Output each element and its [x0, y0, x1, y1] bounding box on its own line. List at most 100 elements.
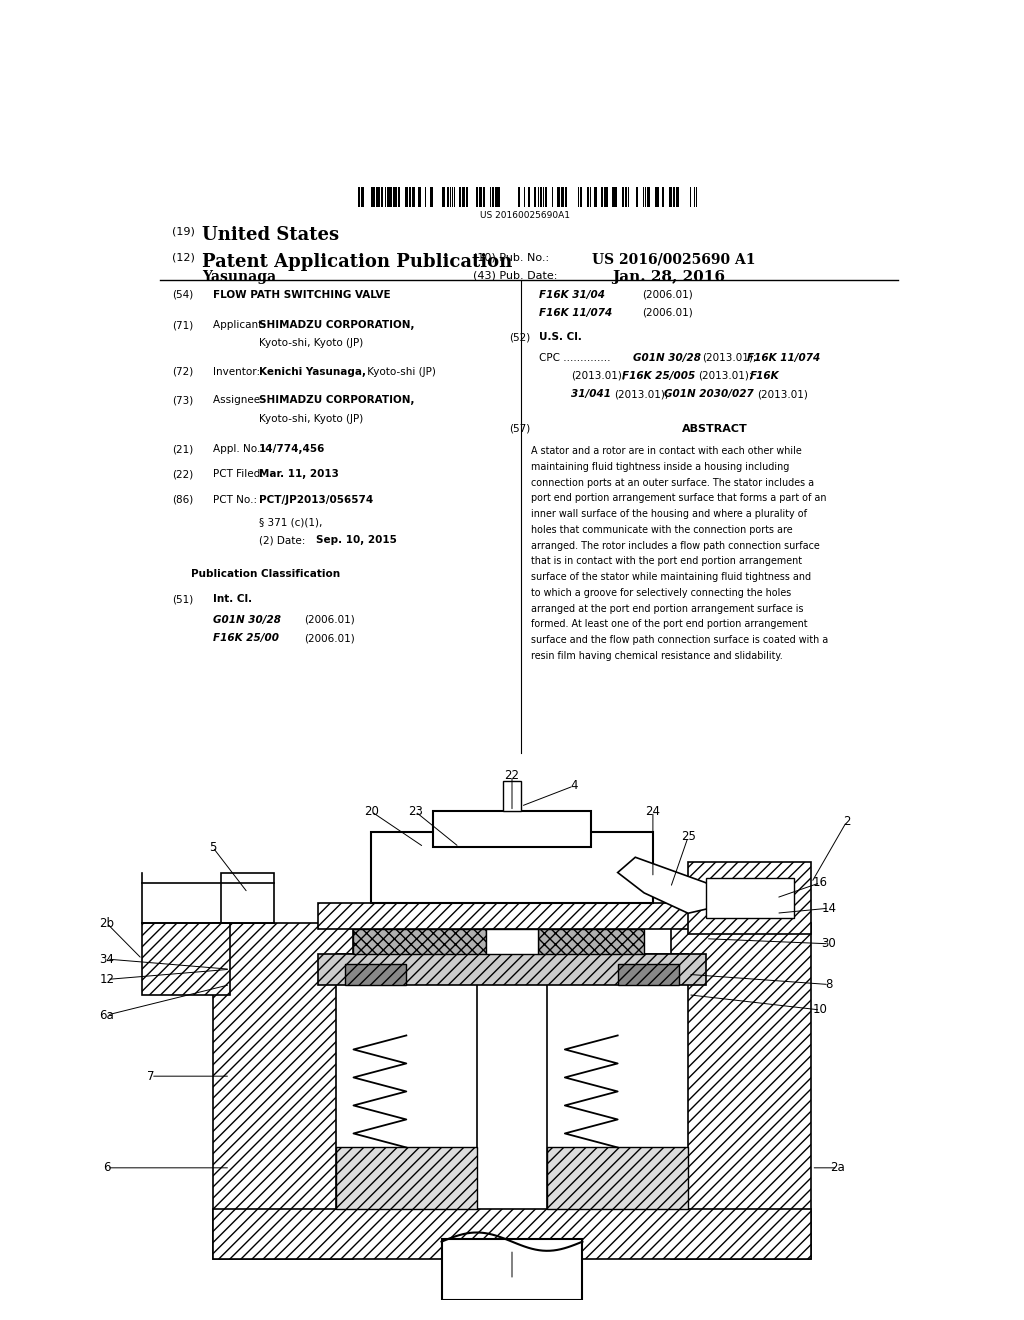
Bar: [539, 928, 644, 954]
Text: Kyoto-shi, Kyoto (JP): Kyoto-shi, Kyoto (JP): [259, 338, 364, 348]
Text: Kyoto-shi, Kyoto (JP): Kyoto-shi, Kyoto (JP): [259, 413, 364, 424]
Text: (2013.01);: (2013.01);: [614, 389, 669, 399]
Text: (86): (86): [172, 495, 193, 504]
Text: (21): (21): [172, 444, 193, 454]
Text: (19): (19): [172, 227, 195, 236]
Text: (72): (72): [172, 367, 193, 376]
Text: PCT/JP2013/056574: PCT/JP2013/056574: [259, 495, 373, 504]
Bar: [466, 187, 468, 207]
Bar: [406, 187, 408, 207]
Bar: [409, 187, 411, 207]
Text: Kyoto-shi (JP): Kyoto-shi (JP): [365, 367, 436, 376]
Bar: [358, 187, 360, 207]
Text: (2013.01);: (2013.01);: [570, 371, 626, 381]
Bar: [647, 187, 650, 207]
Bar: [389, 187, 390, 207]
Text: (2013.01);: (2013.01);: [697, 371, 753, 381]
Text: inner wall surface of the housing and where a plurality of: inner wall surface of the housing and wh…: [531, 510, 807, 519]
Bar: [345, 964, 407, 985]
Bar: [496, 187, 498, 207]
Bar: [565, 187, 567, 207]
Bar: [499, 187, 500, 207]
Text: F16K 25/005: F16K 25/005: [623, 371, 695, 381]
Text: 6a: 6a: [99, 1008, 115, 1022]
Bar: [213, 1209, 811, 1259]
Text: 10: 10: [813, 1003, 827, 1016]
Text: § 371 (c)(1),: § 371 (c)(1),: [259, 517, 323, 527]
Text: holes that communicate with the connection ports are: holes that communicate with the connecti…: [531, 525, 793, 535]
Bar: [353, 928, 485, 954]
Text: (2006.01): (2006.01): [642, 289, 693, 300]
Bar: [677, 187, 679, 207]
Text: Appl. No.:: Appl. No.:: [213, 444, 264, 454]
Text: 2a: 2a: [830, 1162, 845, 1175]
Bar: [425, 187, 426, 207]
Bar: [594, 187, 596, 207]
Text: SHIMADZU CORPORATION,: SHIMADZU CORPORATION,: [259, 319, 415, 330]
Bar: [543, 187, 544, 207]
Bar: [318, 903, 706, 928]
Bar: [628, 187, 630, 207]
Text: US 2016/0025690 A1: US 2016/0025690 A1: [592, 253, 756, 267]
Bar: [656, 187, 659, 207]
Text: 22: 22: [505, 770, 519, 783]
Bar: [420, 187, 422, 207]
Text: (2013.01);: (2013.01);: [701, 352, 757, 363]
Text: F16K 25/00: F16K 25/00: [213, 634, 279, 643]
Bar: [528, 187, 529, 207]
Text: FLOW PATH SWITCHING VALVE: FLOW PATH SWITCHING VALVE: [213, 289, 390, 300]
Text: (57): (57): [509, 424, 530, 434]
Text: 30: 30: [821, 937, 837, 950]
Text: surface of the stator while maintaining fluid tightness and: surface of the stator while maintaining …: [531, 572, 811, 582]
Text: (22): (22): [172, 470, 193, 479]
Bar: [336, 1147, 477, 1209]
Text: G01N 30/28: G01N 30/28: [213, 615, 281, 624]
Text: (2006.01): (2006.01): [304, 615, 355, 624]
Text: Inventor:: Inventor:: [213, 367, 263, 376]
Bar: [545, 187, 548, 207]
Text: (71): (71): [172, 319, 193, 330]
Text: 14/774,456: 14/774,456: [259, 444, 326, 454]
Text: 8: 8: [825, 978, 833, 991]
Text: Int. Cl.: Int. Cl.: [213, 594, 252, 605]
Bar: [398, 187, 400, 207]
Bar: [373, 187, 375, 207]
Bar: [626, 187, 627, 207]
Bar: [485, 928, 539, 954]
Text: 2: 2: [843, 816, 850, 828]
Text: A stator and a rotor are in contact with each other while: A stator and a rotor are in contact with…: [531, 446, 802, 455]
Bar: [452, 187, 454, 207]
Text: 25: 25: [681, 830, 695, 843]
Bar: [673, 187, 675, 207]
Text: formed. At least one of the port end portion arrangement: formed. At least one of the port end por…: [531, 619, 808, 630]
Text: (12): (12): [172, 253, 195, 263]
Bar: [688, 862, 811, 933]
Text: CPC ..............: CPC ..............: [539, 352, 610, 363]
Text: 24: 24: [645, 805, 660, 818]
Text: 20: 20: [364, 805, 379, 818]
Text: Kenichi Yasunaga,: Kenichi Yasunaga,: [259, 367, 366, 376]
Bar: [433, 812, 591, 847]
Bar: [540, 187, 542, 207]
Text: 3: 3: [508, 1274, 516, 1286]
Text: PCT No.:: PCT No.:: [213, 495, 257, 504]
Bar: [387, 187, 388, 207]
Bar: [645, 187, 646, 207]
Text: F16K: F16K: [750, 371, 779, 381]
Bar: [606, 187, 608, 207]
Bar: [636, 187, 638, 207]
Bar: [446, 187, 449, 207]
Bar: [503, 781, 521, 812]
Text: (2) Date:: (2) Date:: [259, 536, 305, 545]
Text: (2006.01): (2006.01): [642, 308, 693, 318]
Bar: [480, 187, 482, 207]
Bar: [460, 187, 462, 207]
Bar: [662, 187, 664, 207]
Bar: [613, 187, 614, 207]
Text: PCT Filed:: PCT Filed:: [213, 470, 264, 479]
Bar: [336, 954, 477, 1209]
Bar: [622, 187, 624, 207]
Text: Publication Classification: Publication Classification: [191, 569, 341, 579]
Text: 4: 4: [570, 780, 578, 792]
Text: arranged at the port end portion arrangement surface is: arranged at the port end portion arrange…: [531, 603, 804, 614]
